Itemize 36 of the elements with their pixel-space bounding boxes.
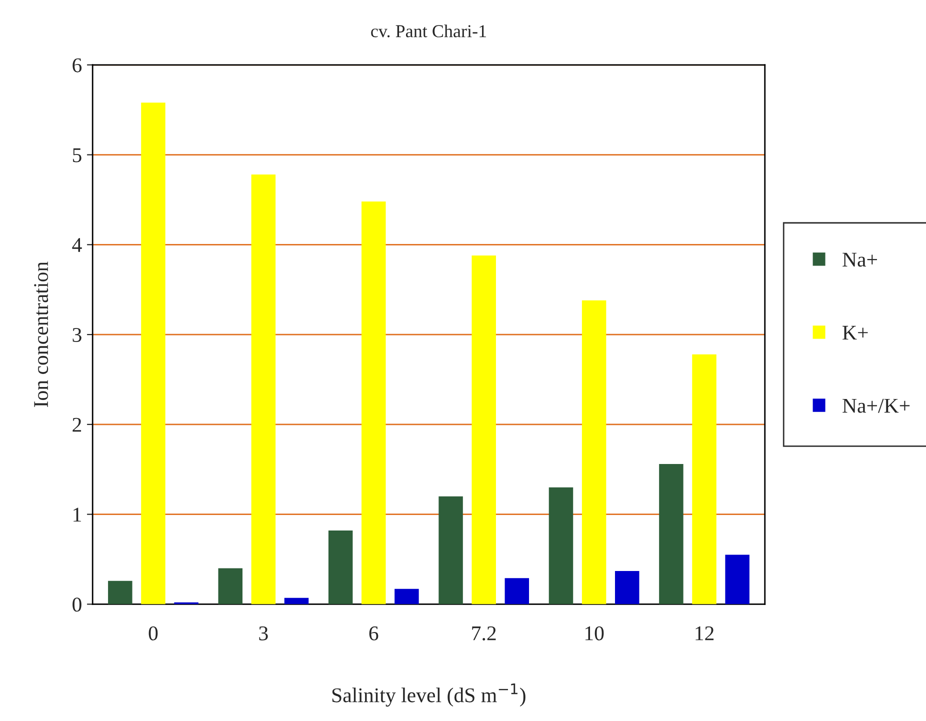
legend-label: Na+/K+ (842, 398, 910, 413)
y-tick-label: 3 (72, 328, 82, 342)
y-tick-label: 6 (72, 58, 82, 72)
x-axis-title: Salinity level (dS m$^{−1}$) (332, 684, 526, 707)
chart-title: cv. Pant Chari-1 (371, 24, 486, 38)
y-tick-label: 5 (72, 148, 82, 162)
bar (614, 570, 640, 604)
legend-label: Na+ (842, 252, 877, 267)
x-tick-label: 7.2 (472, 626, 496, 640)
x-tick-label: 12 (696, 626, 714, 640)
bar (362, 202, 386, 604)
bar (284, 598, 309, 604)
legend-label: K+ (842, 326, 868, 340)
bar (582, 300, 606, 604)
bar (472, 255, 496, 604)
bar (251, 174, 276, 604)
bar (141, 102, 166, 604)
bar (659, 464, 684, 604)
bar (328, 530, 353, 604)
x-tick-label: 3 (259, 626, 268, 640)
bar (504, 578, 530, 604)
bar (438, 496, 463, 604)
x-tick-label: 10 (585, 626, 604, 640)
y-tick-label: 0 (72, 598, 82, 612)
bar (725, 554, 750, 604)
y-axis-title: Ion concentration (34, 262, 48, 407)
x-tick-label: 6 (369, 626, 378, 640)
bar (394, 588, 419, 604)
y-tick-label: 1 (74, 508, 81, 522)
bar (548, 487, 574, 604)
bar (108, 580, 132, 604)
bar (218, 568, 242, 604)
bar (692, 354, 716, 604)
y-tick-label: 2 (72, 418, 82, 432)
x-tick-label: 0 (148, 626, 158, 640)
y-tick-label: 4 (72, 238, 82, 252)
